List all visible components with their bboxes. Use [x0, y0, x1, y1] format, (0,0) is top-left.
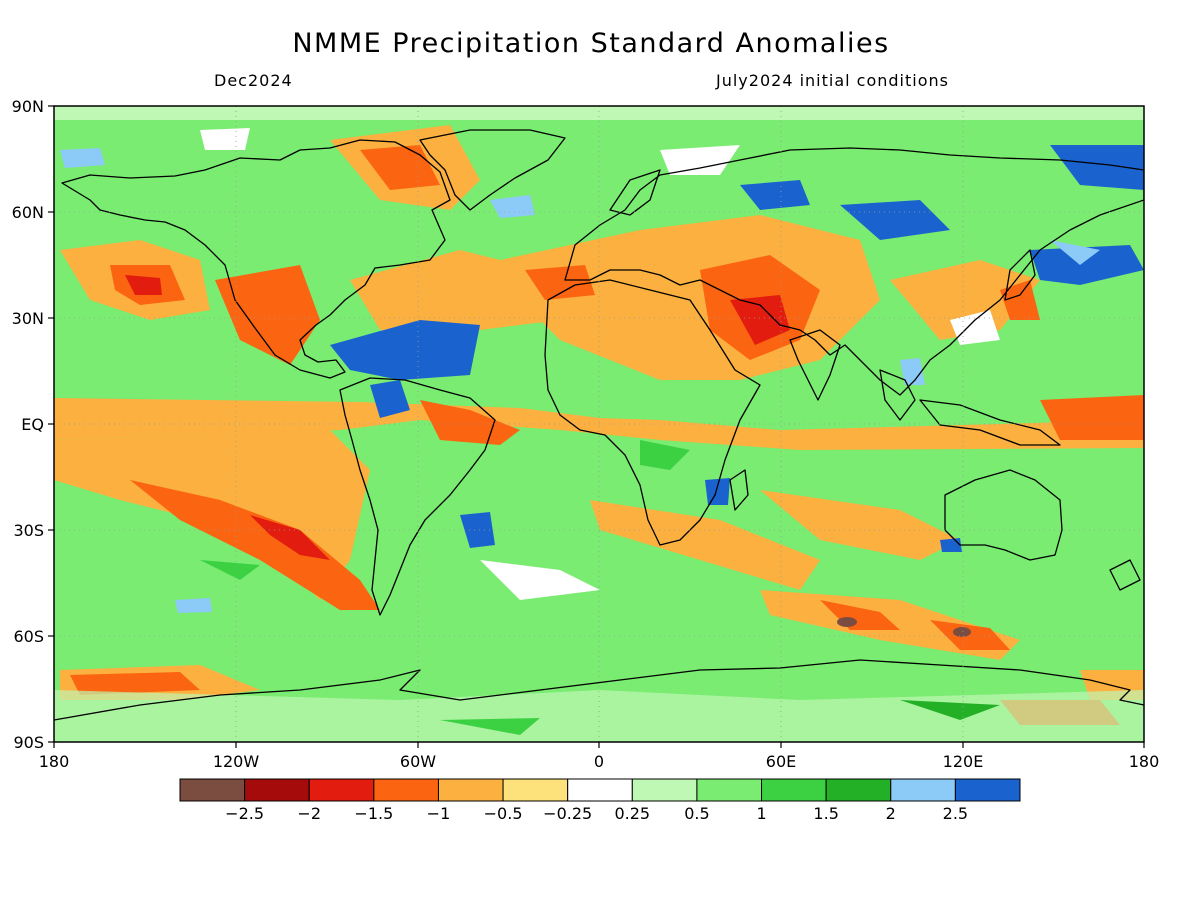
colorbar-tick-label: 2 — [886, 804, 896, 823]
lat-label: 30S — [13, 521, 44, 540]
colorbar-swatch — [696, 778, 763, 802]
colorbar-tick-label: 0.5 — [684, 804, 709, 823]
colorbar-swatch — [437, 778, 504, 802]
lat-label: 30N — [12, 309, 44, 328]
colorbar-swatch — [179, 778, 246, 802]
colorbar-tick-label: 1 — [756, 804, 766, 823]
colorbar-tick-label: 0.25 — [614, 804, 650, 823]
lon-label: 0 — [594, 752, 604, 771]
latitude-labels: 90N 60N 30N EQ 30S 60S 90S — [12, 97, 44, 752]
colorbar-swatch — [825, 778, 892, 802]
colorbar-tick-label: 1.5 — [813, 804, 838, 823]
colorbar-swatch — [631, 778, 698, 802]
colorbar-swatch — [954, 778, 1021, 802]
colorbar-swatch — [373, 778, 439, 802]
lon-label: 60W — [400, 752, 436, 771]
colorbar-tick-label: −2.5 — [225, 804, 264, 823]
longitude-labels: 180 120W 60W 0 60E 120E 180 — [39, 752, 1160, 771]
colorbar-swatch — [761, 778, 827, 802]
colorbar-swatch — [890, 778, 956, 802]
forecast-month: Dec2024 — [214, 71, 293, 90]
lon-label: 120E — [943, 752, 984, 771]
lat-label: 60N — [12, 203, 44, 222]
map-title: NMME Precipitation Standard Anomalies — [292, 28, 890, 59]
colorbar-swatch — [244, 778, 310, 802]
colorbar-swatch — [502, 778, 569, 802]
colorbar-tick-label: −0.5 — [484, 804, 523, 823]
colorbar-tick-label: 2.5 — [943, 804, 968, 823]
initial-conditions: July2024 initial conditions — [716, 71, 949, 90]
colorbar-swatch — [308, 778, 375, 802]
lat-label: EQ — [21, 415, 44, 434]
colorbar-tick-label: −2 — [297, 804, 321, 823]
lat-label: 90N — [12, 97, 44, 116]
colorbar-tick-label: −1 — [427, 804, 451, 823]
lon-label: 180 — [39, 752, 70, 771]
lat-label: 60S — [13, 627, 44, 646]
coastlines — [54, 129, 1144, 721]
colorbar: −2.5 −2 −1.5 −1 −0.5 −0.25 0.25 0.5 1 1.5 2 2.5 — [179, 778, 1021, 823]
colorbar-swatch — [567, 778, 633, 802]
colorbar-tick-label: −1.5 — [354, 804, 393, 823]
axis-ticks — [48, 105, 1145, 748]
gridlines — [54, 106, 1144, 742]
lon-label: 120W — [213, 752, 260, 771]
lon-label: 180 — [1129, 752, 1160, 771]
colorbar-tick-label: −0.25 — [543, 804, 592, 823]
lon-label: 60E — [766, 752, 796, 771]
lat-label: 90S — [13, 733, 44, 752]
